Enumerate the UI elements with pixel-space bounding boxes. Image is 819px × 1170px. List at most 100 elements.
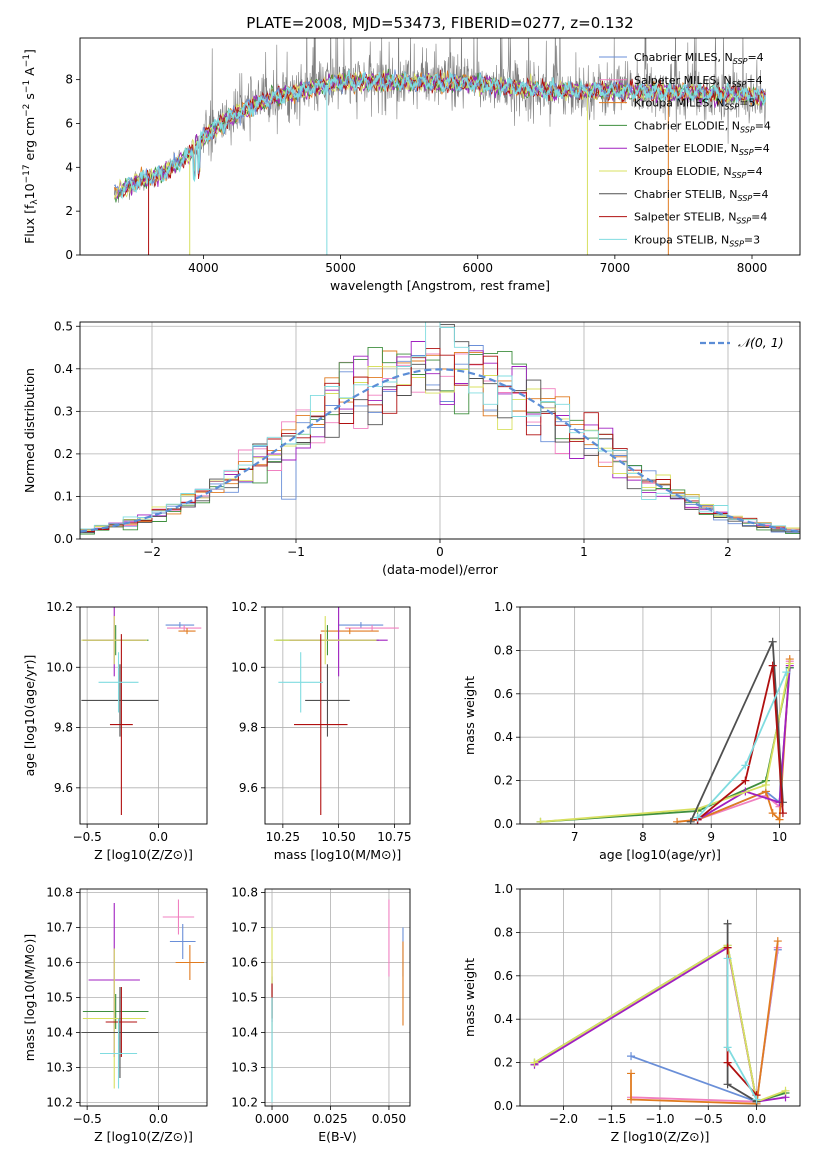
- residuals-ytick-label: 0.0: [54, 532, 73, 546]
- spectrum-panel: 4000 5000 6000 7000 8000 0 2 4 6 8 wavelength [Ang…: [22, 37, 801, 293]
- spectrum-legend-label-salp_stelib: Salpeter STELIB, NSSP=4: [634, 211, 767, 226]
- spectrum-xtick-label: 4000: [188, 261, 219, 275]
- mass_weight_vs_age-marker-salp_stelib: [741, 776, 750, 785]
- mass_weight_vs_age-ylabel: mass weight: [462, 676, 477, 755]
- legend-subscript: SSP: [736, 217, 751, 226]
- mass_weight_vs_age-ytick-label: 0.0: [494, 817, 513, 831]
- residuals-ytick-label: 0.1: [54, 489, 73, 503]
- age_vs_mass-panel: 10.25 10.50 10.75 9.6 9.8 10.0 10.2 mass [log10…: [231, 600, 411, 862]
- legend-text: Salpeter MILES, N: [634, 74, 732, 87]
- mass_weight_vs_Z-ylabel: mass weight: [462, 958, 477, 1037]
- spectrum-frame: [79, 37, 801, 256]
- age_vs_Z-xtick-label: −0.5: [73, 830, 102, 844]
- mass_weight_vs_Z-marker-krou_stelib: [723, 954, 732, 963]
- mass_vs_ebv-frame: [264, 888, 411, 1107]
- mass_vs_Z-xlabel: Z [log10(Z/Z⊙)]: [94, 1129, 193, 1144]
- age_vs_mass-plot-area: [273, 607, 399, 815]
- mass_vs_Z-xtick-label: 0.0: [149, 1112, 168, 1126]
- spectrum-legend-label-krou_stelib: Kroupa STELIB, NSSP=3: [634, 233, 760, 248]
- mass_weight_vs_age-marker-krou_elodie: [536, 817, 545, 824]
- residuals-hist-krou_stelib: [80, 322, 800, 539]
- mass_weight_vs_Z-xtick-label: −1.5: [597, 1112, 626, 1126]
- legend-subscript: SSP: [732, 80, 747, 89]
- ylabel-part: λ: [30, 199, 40, 205]
- mass_weight_vs_Z-frame: [519, 888, 801, 1107]
- legend-text: =5: [739, 97, 755, 110]
- mass_vs_Z-ytick-label: 10.4: [46, 1026, 73, 1040]
- mass_vs_Z-plot-area: [81, 899, 205, 1089]
- spectrum-model-krou_stelib: [120, 69, 767, 200]
- spectrum-legend-label-krou_miles: Kroupa MILES, NSSP=5: [634, 97, 755, 112]
- mass_vs_ebv-ytick-label: 10.7: [231, 921, 258, 935]
- age_vs_Z-ytick-label: 9.8: [54, 721, 73, 735]
- mass_vs_ebv-xtick-label: 0.025: [313, 1112, 347, 1126]
- residuals-ytick-label: 0.5: [54, 319, 73, 333]
- ylabel-part: −1: [22, 54, 32, 67]
- mass_vs_ebv-xlabel: E(B-V): [318, 1129, 357, 1144]
- mass_vs_ebv-plot-area: [271, 899, 404, 1103]
- spectrum-xtick-label: 7000: [600, 261, 631, 275]
- residuals-xtick-label: −2: [143, 545, 161, 559]
- mass_vs_Z-frame: [79, 888, 208, 1107]
- mass_weight_vs_Z-marker-chab_stelib: [723, 919, 732, 928]
- legend-subscript: SSP: [740, 125, 755, 134]
- mass_weight_vs_age-marker-krou_elodie: [785, 659, 794, 668]
- age_vs_Z-xtick-label: 0.0: [149, 830, 168, 844]
- spectrum-legend-label-salp_elodie: Salpeter ELODIE, NSSP=4: [634, 142, 770, 157]
- legend-text: =3: [744, 233, 760, 246]
- residuals-ytick-label: 0.4: [54, 362, 73, 376]
- ylabel-part: erg cm: [22, 117, 37, 165]
- spectrum-xtick-label: 6000: [462, 261, 493, 275]
- age_vs_mass-ytick-label: 10.2: [231, 600, 258, 614]
- mass_weight_vs_age-ytick-label: 0.2: [494, 774, 513, 788]
- spectrum-model-salp_elodie: [114, 71, 766, 199]
- mass_weight_vs_age-marker-krou_stelib: [741, 761, 750, 770]
- mass_weight_vs_Z-marker-chab_miles: [627, 1052, 636, 1061]
- spectrum-xlabel: wavelength [Angstrom, rest frame]: [330, 278, 550, 293]
- residuals-panel: −2 −1 0 1 2 0.0 0.1 0.2 0.3 0.4 0.5 (data-model)/er…: [22, 319, 801, 577]
- mass_vs_ebv-xtick-label: 0.000: [255, 1112, 289, 1126]
- spectrum-legend-label-chab_miles: Chabrier MILES, NSSP=4: [634, 51, 764, 66]
- legend-text: =4: [746, 74, 762, 87]
- mass_weight_vs_Z-ytick-label: 1.0: [494, 882, 513, 896]
- legend-text: =4: [751, 211, 767, 224]
- mass_weight_vs_age-ytick-label: 0.4: [494, 730, 513, 744]
- panels-layer: 4000 5000 6000 7000 8000 0 2 4 6 8 wavelength [Ang…: [22, 37, 801, 1144]
- mass_weight_vs_age-marker-krou_stelib: [693, 813, 702, 822]
- residuals-gaussian-curve: [80, 368, 800, 533]
- age_vs_mass-frame: [264, 606, 411, 825]
- mass_weight_vs_age-marker-krou_miles: [673, 817, 682, 824]
- spectrum-ytick-label: 0: [65, 248, 73, 262]
- mass_vs_Z-ytick-label: 10.5: [46, 991, 73, 1005]
- mass_vs_ebv-ytick-label: 10.6: [231, 956, 258, 970]
- spectrum-legend-label-salp_miles: Salpeter MILES, NSSP=4: [634, 74, 763, 89]
- ylabel-part: ]: [22, 49, 37, 54]
- ylabel-part: −17: [22, 164, 32, 183]
- legend-text: =4: [754, 142, 770, 155]
- mass_weight_vs_Z-ytick-label: 0.6: [494, 969, 513, 983]
- legend-text: =4: [752, 188, 768, 201]
- mass_weight_vs_age-marker-salp_stelib: [768, 661, 777, 670]
- mass_vs_ebv-panel: 0.000 0.025 0.050 10.2 10.3 10.4 10.5 10.6 10.7 1…: [231, 886, 411, 1144]
- mass_vs_Z-ytick-label: 10.7: [46, 921, 73, 935]
- mass_weight_vs_Z-ytick-label: 0.8: [494, 925, 513, 939]
- mass_weight_vs_age-marker-krou_miles: [768, 809, 777, 818]
- legend-text: Kroupa STELIB, N: [634, 233, 729, 246]
- mass_weight_vs_Z-marker-krou_miles: [773, 937, 782, 946]
- age_vs_Z-ytick-label: 10.0: [46, 660, 73, 674]
- mass_weight_vs_Z-ytick-label: 0.2: [494, 1056, 513, 1070]
- legend-subscript: SSP: [738, 194, 753, 203]
- residuals-xtick-label: −1: [287, 545, 305, 559]
- mass_vs_ebv-xtick-label: 0.050: [372, 1112, 406, 1126]
- mass_weight_vs_age-xtick-label: 8: [639, 830, 647, 844]
- mass_weight_vs_Z-line-krou_miles: [630, 940, 779, 1105]
- age_vs_Z-plot-area: [81, 607, 202, 815]
- legend-subscript: SSP: [732, 171, 747, 180]
- ylabel-part: Flux [f: [22, 204, 37, 244]
- age_vs_mass-xlabel: mass [log10(M/M⊙)]: [274, 847, 402, 862]
- legend-subscript: SSP: [724, 103, 739, 112]
- age_vs_mass-xtick-label: 10.25: [266, 830, 300, 844]
- ylabel-part: A: [22, 67, 37, 80]
